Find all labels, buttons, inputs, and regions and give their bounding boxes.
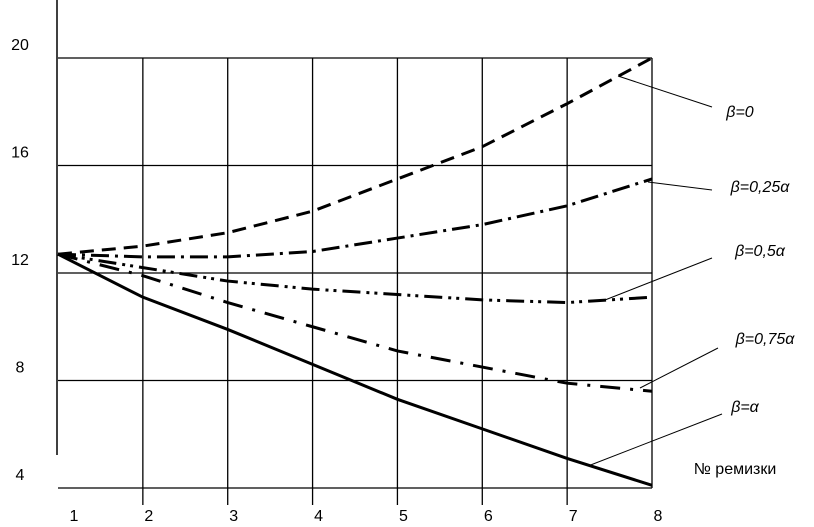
x-tick-label: 3 bbox=[229, 508, 238, 525]
legend-label: β=0,5α bbox=[734, 243, 786, 260]
series-line bbox=[57, 177, 653, 259]
legend-label: β=0 bbox=[725, 104, 753, 121]
leader-line bbox=[587, 413, 723, 467]
y-tick-label: 4 bbox=[16, 467, 25, 484]
y-tick-label: 20 bbox=[11, 37, 29, 54]
series-line bbox=[57, 252, 653, 305]
x-tick-label: 2 bbox=[144, 508, 153, 525]
leader-line bbox=[639, 347, 719, 389]
x-tick-label: 1 bbox=[70, 508, 79, 525]
legend-label: β=0,75α bbox=[735, 331, 796, 348]
x-tick-label: 6 bbox=[484, 508, 493, 525]
x-axis-label: № ремизки bbox=[694, 461, 777, 478]
y-tick-label: 8 bbox=[16, 360, 25, 377]
leader-line bbox=[647, 181, 713, 191]
series-line bbox=[57, 252, 653, 487]
x-tick-label: 8 bbox=[654, 508, 663, 525]
leader-line bbox=[604, 257, 713, 301]
legend-label: β=0,25α bbox=[730, 179, 791, 196]
leader-line bbox=[617, 75, 713, 108]
x-tick-label: 7 bbox=[569, 508, 578, 525]
legend-label: β=α bbox=[730, 399, 759, 416]
y-tick-label: 16 bbox=[11, 145, 29, 162]
y-tick-label: 12 bbox=[11, 252, 29, 269]
series-line bbox=[57, 252, 653, 393]
x-tick-label: 4 bbox=[314, 508, 323, 525]
x-tick-label: 5 bbox=[399, 508, 408, 525]
series-line bbox=[57, 56, 653, 256]
